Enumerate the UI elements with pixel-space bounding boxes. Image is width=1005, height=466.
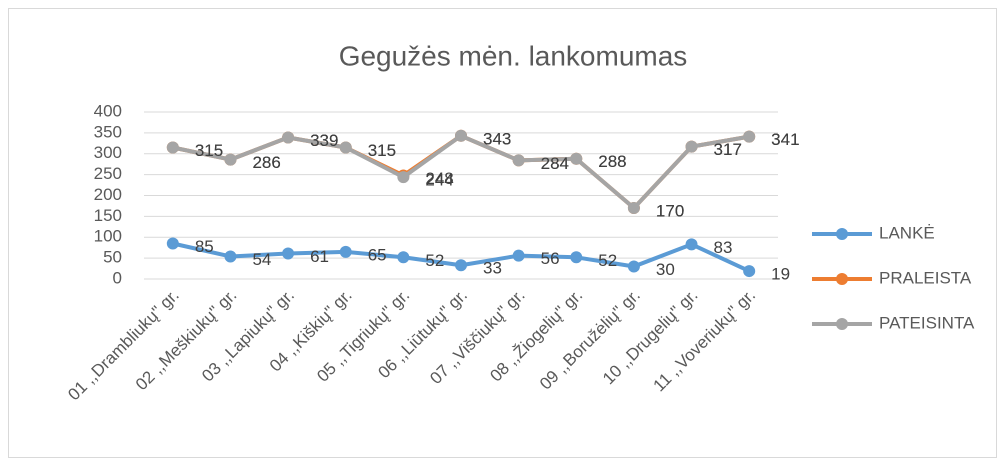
marker xyxy=(166,237,179,250)
data-label: 317 xyxy=(714,140,742,159)
y-tick-label: 50 xyxy=(103,248,122,267)
marker xyxy=(397,171,410,184)
marker xyxy=(570,152,583,165)
data-label: 339 xyxy=(310,131,338,150)
data-label: 61 xyxy=(310,247,329,266)
marker xyxy=(455,129,467,142)
data-label: 33 xyxy=(483,259,502,278)
data-label: 248 xyxy=(425,169,453,188)
data-label: 288 xyxy=(598,152,626,171)
data-label: 170 xyxy=(656,202,684,221)
marker xyxy=(339,245,352,258)
data-label: 286 xyxy=(252,153,280,172)
data-label: 65 xyxy=(368,245,387,264)
data-label: 288 xyxy=(598,152,626,171)
data-label: 315 xyxy=(368,141,396,160)
y-tick-label: 350 xyxy=(94,122,122,141)
data-label: 244 xyxy=(425,171,453,190)
data-label: 83 xyxy=(714,238,733,257)
data-label: 315 xyxy=(368,141,396,160)
legend-label: LANKĖ xyxy=(879,223,935,242)
marker xyxy=(685,140,698,153)
marker xyxy=(455,259,467,272)
marker xyxy=(282,131,295,144)
data-label: 315 xyxy=(195,141,223,160)
data-label: 343 xyxy=(483,129,511,148)
y-tick-label: 0 xyxy=(113,268,122,287)
data-label: 341 xyxy=(771,130,799,149)
marker xyxy=(685,238,698,251)
legend-label: PATEISINTA xyxy=(879,313,975,332)
y-tick-label: 100 xyxy=(94,227,122,246)
data-label: 52 xyxy=(598,251,617,270)
marker xyxy=(339,141,352,154)
marker xyxy=(627,202,640,215)
data-label: 85 xyxy=(195,237,214,256)
data-label: 19 xyxy=(771,265,790,284)
marker xyxy=(512,249,525,262)
data-label: 286 xyxy=(252,153,280,172)
data-label: 30 xyxy=(656,260,675,279)
data-label: 54 xyxy=(252,250,271,269)
data-label: 52 xyxy=(425,251,444,270)
data-label: 170 xyxy=(656,202,684,221)
marker xyxy=(743,130,756,143)
data-label: 284 xyxy=(541,154,569,173)
data-label: 56 xyxy=(541,249,560,268)
y-tick-label: 200 xyxy=(94,185,122,204)
chart-title: Gegužės mėn. lankomumas xyxy=(339,40,688,71)
marker xyxy=(224,153,237,166)
y-tick-label: 300 xyxy=(94,143,122,162)
legend-marker xyxy=(836,273,848,285)
marker xyxy=(224,250,237,263)
marker xyxy=(512,154,525,167)
marker xyxy=(282,247,295,260)
y-tick-label: 150 xyxy=(94,206,122,225)
y-tick-label: 400 xyxy=(94,101,122,120)
marker xyxy=(397,251,410,264)
legend-marker xyxy=(836,228,848,240)
marker xyxy=(166,141,179,154)
legend-label: PRALEISTA xyxy=(879,268,972,287)
data-label: 341 xyxy=(771,130,799,149)
legend-marker xyxy=(836,318,848,330)
marker xyxy=(743,265,756,278)
marker xyxy=(627,260,640,273)
data-label: 343 xyxy=(483,129,511,148)
data-label: 317 xyxy=(714,140,742,159)
y-tick-label: 250 xyxy=(94,164,122,183)
marker xyxy=(570,251,583,264)
